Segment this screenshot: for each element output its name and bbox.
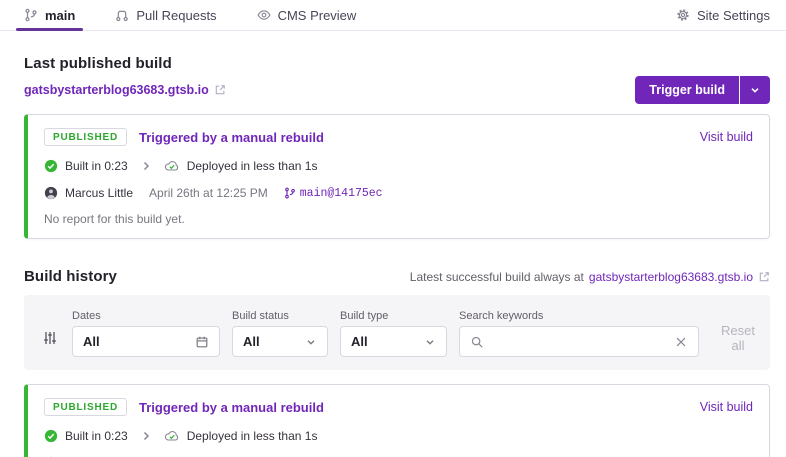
tab-pull-requests-label: Pull Requests — [136, 7, 217, 23]
search-keywords-label: Search keywords — [459, 310, 544, 322]
filter-bar: Dates All Build status All — [24, 295, 770, 370]
report-note: No report for this build yet. — [44, 212, 185, 226]
build-type-select[interactable]: All — [340, 326, 447, 357]
cloud-check-icon — [164, 158, 180, 174]
deployed-in-text: Deployed in less than 1s — [186, 429, 318, 443]
build-card-header: PUBLISHED Triggered by a manual rebuild … — [44, 128, 753, 146]
site-settings-label: Site Settings — [697, 7, 770, 23]
eye-icon — [257, 8, 271, 22]
external-link-icon — [758, 271, 770, 283]
dates-value: All — [83, 334, 100, 349]
build-type-value: All — [351, 334, 368, 349]
last-published-title: Last published build — [24, 55, 172, 72]
build-steps-row: Built in 0:23 Deployed in less than 1s — [44, 158, 753, 174]
filter-search: Search keywords — [459, 310, 699, 357]
chevron-right-icon — [140, 430, 152, 442]
build-author-row: Marcus Little April 26th at 12:25 PM mai… — [44, 186, 753, 200]
status-badge: PUBLISHED — [44, 128, 127, 146]
calendar-icon — [195, 335, 209, 349]
tab-cms-preview-label: CMS Preview — [277, 7, 357, 23]
status-badge: PUBLISHED — [44, 398, 127, 416]
search-icon — [470, 335, 484, 349]
chevron-down-icon — [749, 84, 761, 96]
tab-pull-requests[interactable]: Pull Requests — [107, 0, 224, 30]
latest-note-text: Latest successful build always at — [409, 269, 584, 284]
reset-all-button[interactable]: Reset all — [715, 319, 761, 357]
visit-build-link[interactable]: Visit build — [699, 130, 753, 144]
trigger-build-button[interactable]: Trigger build — [635, 76, 739, 104]
build-title-link[interactable]: Triggered by a manual rebuild — [138, 399, 324, 415]
build-status-select[interactable]: All — [232, 326, 328, 357]
deployed-in-text: Deployed in less than 1s — [186, 159, 318, 173]
build-date: April 26th at 12:25 PM — [149, 186, 268, 200]
history-build-card: PUBLISHED Triggered by a manual rebuild … — [24, 384, 770, 457]
tab-cms-preview[interactable]: CMS Preview — [249, 0, 365, 30]
filter-sliders-icon[interactable] — [40, 328, 60, 348]
tab-main-label: main — [45, 7, 76, 23]
tab-main[interactable]: main — [16, 0, 84, 31]
check-circle-icon — [44, 429, 58, 443]
search-box — [459, 326, 699, 357]
gear-icon — [676, 8, 690, 22]
chevron-right-icon — [140, 160, 152, 172]
filter-build-status: Build status All — [232, 310, 328, 357]
filter-dates: Dates All — [72, 310, 220, 357]
trigger-build-menu-button[interactable] — [740, 76, 770, 104]
build-history-header: Build history Latest successful build al… — [24, 268, 770, 285]
visit-build-link[interactable]: Visit build — [699, 400, 753, 414]
external-link-icon — [214, 84, 226, 96]
latest-build-note: Latest successful build always at gatsby… — [410, 270, 770, 284]
built-in-text: Built in 0:23 — [65, 159, 128, 173]
chevron-down-icon — [305, 336, 317, 348]
site-url-text: gatsbystarterblog63683.gtsb.io — [24, 83, 209, 97]
cloud-check-icon — [164, 428, 180, 444]
latest-build-link[interactable]: gatsbystarterblog63683.gtsb.io — [588, 269, 753, 284]
branch-icon — [284, 187, 296, 199]
build-type-label: Build type — [340, 310, 389, 322]
branch-tabs: main Pull Requests CMS Preview — [16, 0, 388, 31]
commit-ref: main@14175ec — [284, 187, 383, 200]
build-title-link[interactable]: Triggered by a manual rebuild — [138, 129, 324, 145]
build-status-value: All — [243, 334, 260, 349]
build-history-title: Build history — [24, 268, 117, 285]
search-input[interactable] — [491, 334, 667, 349]
author-name: Marcus Little — [65, 186, 134, 200]
avatar — [44, 186, 58, 200]
page-content: Last published build gatsbystarterblog63… — [0, 55, 786, 457]
site-url-link[interactable]: gatsbystarterblog63683.gtsb.io — [24, 83, 226, 97]
build-card-header: PUBLISHED Triggered by a manual rebuild … — [44, 398, 753, 416]
branch-icon — [24, 8, 38, 22]
clear-search-icon[interactable] — [674, 335, 688, 349]
check-circle-icon — [44, 159, 58, 173]
top-nav: main Pull Requests CMS Preview — [0, 0, 786, 31]
dates-label: Dates — [72, 310, 101, 322]
built-in-text: Built in 0:23 — [65, 429, 128, 443]
dates-input[interactable]: All — [72, 326, 220, 357]
pull-request-icon — [115, 8, 129, 22]
trigger-build-split-button: Trigger build — [635, 76, 770, 104]
last-published-build-card: PUBLISHED Triggered by a manual rebuild … — [24, 114, 770, 239]
build-steps-row: Built in 0:23 Deployed in less than 1s — [44, 428, 753, 444]
chevron-down-icon — [424, 336, 436, 348]
filter-build-type: Build type All — [340, 310, 447, 357]
last-published-row: gatsbystarterblog63683.gtsb.io Trigger b… — [24, 76, 770, 104]
commit-link[interactable]: main@14175ec — [299, 186, 383, 200]
site-settings-link[interactable]: Site Settings — [676, 0, 770, 30]
build-status-label: Build status — [232, 310, 289, 322]
